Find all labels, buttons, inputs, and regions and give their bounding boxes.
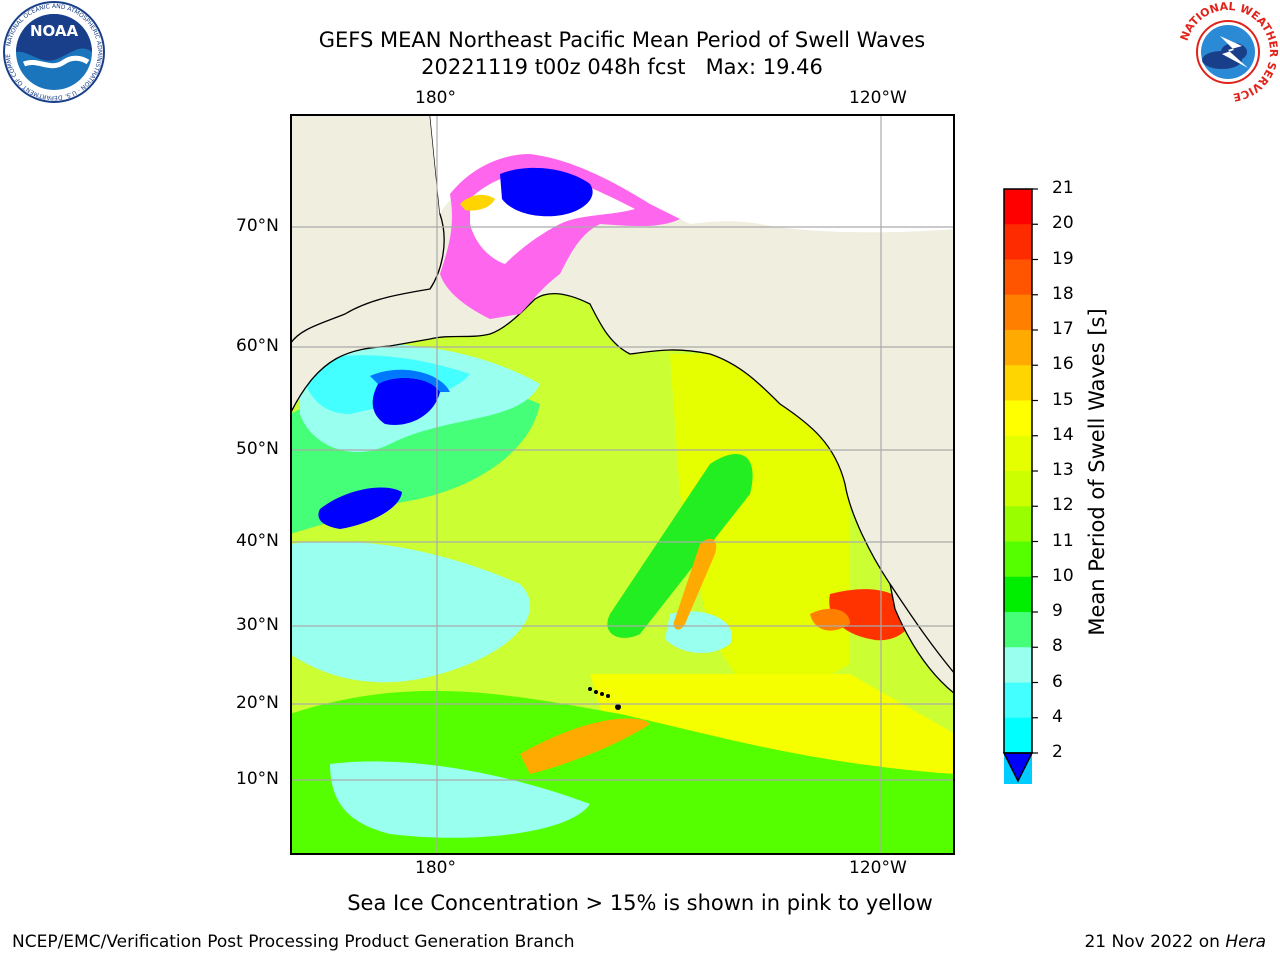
colorbar-tick-label: 18 [1052, 283, 1074, 304]
colorbar-tick-label: 2 [1052, 742, 1063, 762]
map-frame [290, 114, 955, 855]
colorbar-tick-label: 20 [1052, 213, 1074, 234]
hawaii-island-5 [615, 704, 621, 710]
colorbar-segment [1004, 647, 1032, 683]
lat-label-30n: 30°N [236, 615, 279, 635]
lat-label-60n: 60°N [236, 336, 279, 356]
colorbar-segment [1004, 471, 1032, 507]
lat-label-50n: 50°N [236, 439, 279, 459]
lat-label-40n: 40°N [236, 531, 279, 551]
noaa-logo: NATIONAL OCEANIC AND ATMOSPHERIC ADMINIS… [0, 0, 106, 104]
colorbar-segment [1004, 400, 1032, 437]
hawaii-island-3 [600, 692, 604, 696]
bottom-lon-label-180: 180° [415, 858, 456, 878]
hawaii-island-1 [588, 687, 592, 691]
colorbar-tick-label: 15 [1052, 389, 1074, 410]
colorbar-tick-label: 6 [1052, 671, 1063, 692]
colorbar-tick-label: 4 [1052, 706, 1063, 727]
colorbar-tick-label: 21 [1052, 178, 1074, 198]
land-siberia [291, 115, 445, 344]
lat-label-10n: 10°N [236, 769, 279, 789]
bottom-lon-label-120w: 120°W [849, 858, 907, 878]
colorbar-segment [1004, 224, 1032, 260]
colorbar-tick-label: 12 [1052, 495, 1074, 516]
map-panel [290, 114, 955, 855]
colorbar-label: Mean Period of Swell Waves [s] [1085, 308, 1109, 636]
map-grid [291, 115, 954, 854]
svg-text:NOAA: NOAA [30, 22, 79, 40]
colorbar-segment [1004, 612, 1032, 648]
swell-green-diagonal [607, 454, 753, 638]
colorbar-segment [1004, 576, 1032, 613]
sea-ice-yellow [460, 194, 495, 211]
arctic-ocean [430, 115, 954, 233]
colorbar-segment [1004, 330, 1032, 366]
colorbar-tick-label: 11 [1052, 530, 1074, 551]
swell-blue-low-north [372, 377, 440, 425]
colorbar-tick-label: 8 [1052, 636, 1063, 657]
colorbar-tick-label: 9 [1052, 601, 1063, 621]
lat-label-20n: 20°N [236, 693, 279, 713]
colorbar-tick-label: 14 [1052, 424, 1074, 445]
chart-title: GEFS MEAN Northeast Pacific Mean Period … [318, 28, 926, 52]
footer-date-text: 21 Nov 2022 on [1084, 932, 1226, 952]
colorbar-tick-label: 17 [1052, 319, 1074, 339]
top-lon-label-180: 180° [415, 88, 456, 108]
swell-orange-diagonal [673, 538, 717, 630]
land-baja [889, 583, 954, 695]
colorbar-tick-label: 10 [1052, 565, 1074, 586]
footer-machine-name: Hera [1225, 932, 1266, 952]
chart-subtitle: 20221119 t00z 048h fcst Max: 19.46 [421, 55, 823, 79]
sea-ice-blue [500, 167, 593, 217]
swell-orange-california [810, 608, 850, 631]
swell-cyan-central [291, 541, 531, 683]
hawaii-island-4 [606, 694, 610, 698]
colorbar-segment [1004, 365, 1032, 401]
colorbar-segment [1004, 259, 1032, 296]
colorbar-segment [1004, 189, 1032, 225]
nws-logo: NATIONAL WEATHER SERVICE [1176, 0, 1280, 104]
swell-orange-south [520, 718, 650, 774]
colorbar-segment [1004, 541, 1032, 578]
swell-blue-low-south [318, 487, 402, 529]
colorbar [1000, 186, 1040, 789]
swell-lightblue-ring [370, 369, 450, 392]
sea-ice-caption: Sea Ice Concentration > 15% is shown in … [347, 891, 933, 915]
colorbar-tick-label: 19 [1052, 248, 1074, 269]
colorbar-tick-label: 16 [1052, 354, 1074, 375]
colorbar-segment [1004, 294, 1032, 331]
footer-date: 21 Nov 2022 on Hera [1084, 932, 1266, 952]
colorbar-segment [1004, 435, 1032, 472]
colorbar-segment [1004, 682, 1032, 719]
colorbar-segment [1004, 506, 1032, 542]
colorbar-segment [1004, 717, 1032, 754]
top-lon-label-120w: 120°W [849, 88, 907, 108]
hawaii-island-2 [594, 690, 598, 694]
footer-credit: NCEP/EMC/Verification Post Processing Pr… [12, 932, 575, 952]
colorbar-tick-label: 13 [1052, 460, 1074, 480]
lat-label-70n: 70°N [236, 216, 279, 236]
